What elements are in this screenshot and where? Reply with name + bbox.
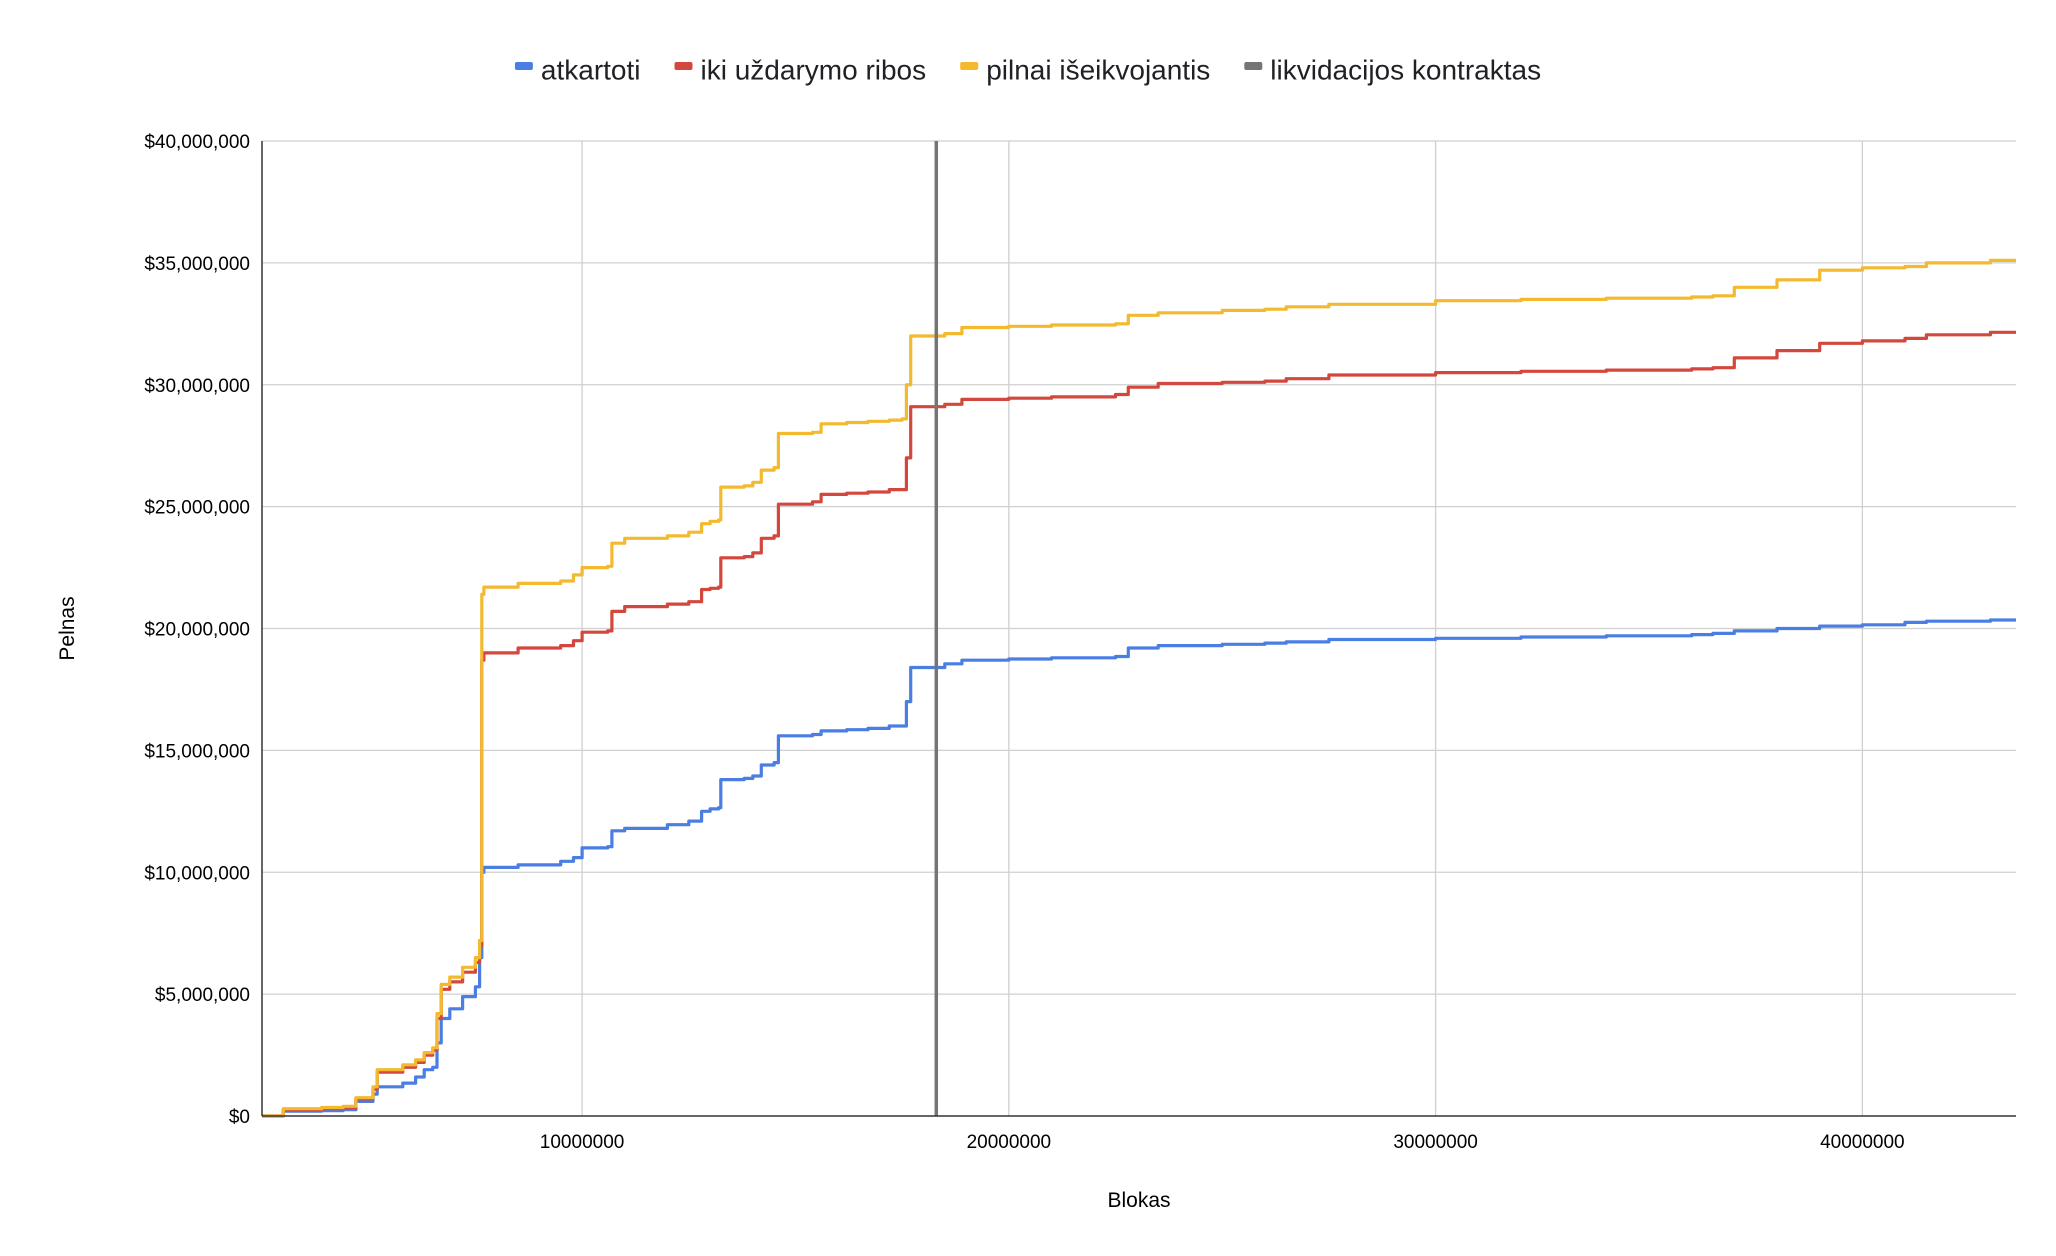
legend-label: pilnai išeikvojantis xyxy=(986,54,1210,85)
legend-item-pilnai-iseikvojantis: pilnai išeikvojantis xyxy=(960,54,1210,85)
y-tick-label: $15,000,000 xyxy=(144,741,250,762)
x-tick-label: 20000000 xyxy=(967,1132,1052,1153)
x-axis-title: Blokas xyxy=(1107,1189,1170,1212)
legend-item-atkartoti: atkartoti xyxy=(514,54,641,85)
tick-labels: $0 $5,000,000 $10,000,000 $15,000,000 $20,00… xyxy=(144,132,1904,1153)
legend-label: likvidacijos kontraktas xyxy=(1270,54,1541,85)
gridlines xyxy=(262,140,2016,1116)
x-tick-label: 30000000 xyxy=(1393,1132,1478,1153)
legend-swatch xyxy=(674,62,693,70)
y-tick-label: $40,000,000 xyxy=(144,132,250,153)
legend-swatch xyxy=(514,62,533,70)
y-tick-label: $5,000,000 xyxy=(155,985,250,1006)
legend: atkartoti iki uždarymo ribos pilnai išeikv… xyxy=(514,54,1541,85)
legend-label: atkartoti xyxy=(541,54,641,85)
legend-label: iki uždarymo ribos xyxy=(701,54,927,85)
series-layer xyxy=(262,141,2016,1118)
x-tick-label: 40000000 xyxy=(1820,1132,1905,1153)
legend-swatch xyxy=(960,62,979,70)
y-tick-label: $10,000,000 xyxy=(144,863,250,884)
legend-item-likvidacijos-kontraktas: likvidacijos kontraktas xyxy=(1244,54,1541,85)
y-tick-label: $20,000,000 xyxy=(144,620,250,641)
x-tick-label: 10000000 xyxy=(540,1132,625,1153)
axes xyxy=(261,141,2016,1117)
legend-swatch xyxy=(1244,62,1263,70)
y-tick-label: $0 xyxy=(229,1107,250,1128)
series-line-pilnai-iseikvojantis xyxy=(262,258,2016,1118)
y-tick-label: $35,000,000 xyxy=(144,254,250,275)
legend-item-iki-uzdarymo-ribos: iki uždarymo ribos xyxy=(674,54,927,85)
y-tick-label: $30,000,000 xyxy=(144,376,250,397)
y-tick-label: $25,000,000 xyxy=(144,498,250,519)
y-axis-title: Pelnas xyxy=(56,596,79,660)
